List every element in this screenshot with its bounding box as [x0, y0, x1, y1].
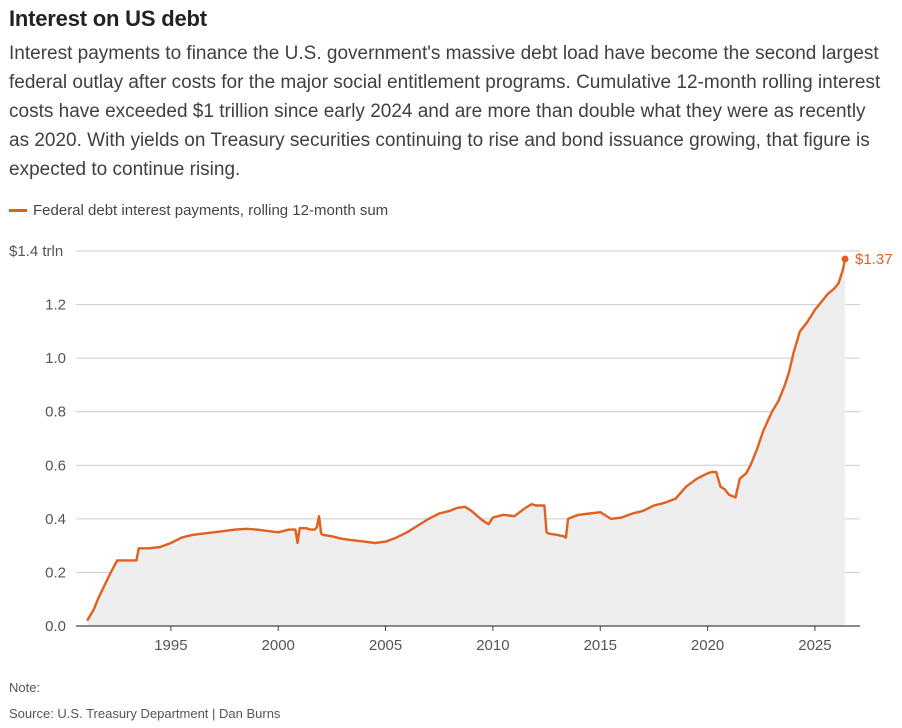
- y-tick-label: 0.8: [45, 404, 66, 421]
- x-tick-label: 2015: [584, 637, 617, 654]
- x-tick-label: 2020: [691, 637, 724, 654]
- x-tick-label: 2010: [476, 637, 509, 654]
- y-tick-label: 0.4: [45, 511, 66, 528]
- legend-line-swatch: [9, 209, 27, 212]
- axis-layer: [76, 625, 860, 631]
- label-layer: 0.0 0.2 0.4 0.6 0.8 1.0 1.2 $1.4 trln 1995 2000 20…: [9, 243, 893, 654]
- grid-layer: [76, 250, 860, 573]
- y-tick-label: 0.2: [45, 564, 66, 581]
- series-line: [86, 258, 847, 622]
- y-tick-label: 0.0: [45, 618, 66, 635]
- legend: Federal debt interest payments, rolling …: [9, 202, 388, 219]
- x-tick-label: 2000: [262, 637, 295, 654]
- x-tick-label: 1995: [154, 637, 187, 654]
- y-tick-label: 1.2: [45, 297, 66, 314]
- y-tick-label: 1.0: [45, 350, 66, 367]
- y-tick-label: 0.6: [45, 457, 66, 474]
- chart-note: Note:: [9, 680, 41, 695]
- chart-subtitle: Interest payments to finance the U.S. go…: [9, 43, 881, 180]
- y-tick-label: $1.4 trln: [9, 243, 63, 260]
- chart-title: Interest on US debt: [9, 6, 207, 31]
- x-tick-label: 2025: [798, 637, 831, 654]
- end-point-marker: [841, 255, 849, 263]
- end-value-label: $1.37: [855, 251, 893, 268]
- area-chart: 0.0 0.2 0.4 0.6 0.8 1.0 1.2 $1.4 trln 1995 2000 20…: [9, 243, 893, 654]
- legend-label: Federal debt interest payments, rolling …: [33, 202, 389, 219]
- area-fill: [87, 259, 846, 626]
- x-tick-label: 2005: [369, 637, 402, 654]
- chart-source: Source: U.S. Treasury Department | Dan B…: [9, 706, 281, 721]
